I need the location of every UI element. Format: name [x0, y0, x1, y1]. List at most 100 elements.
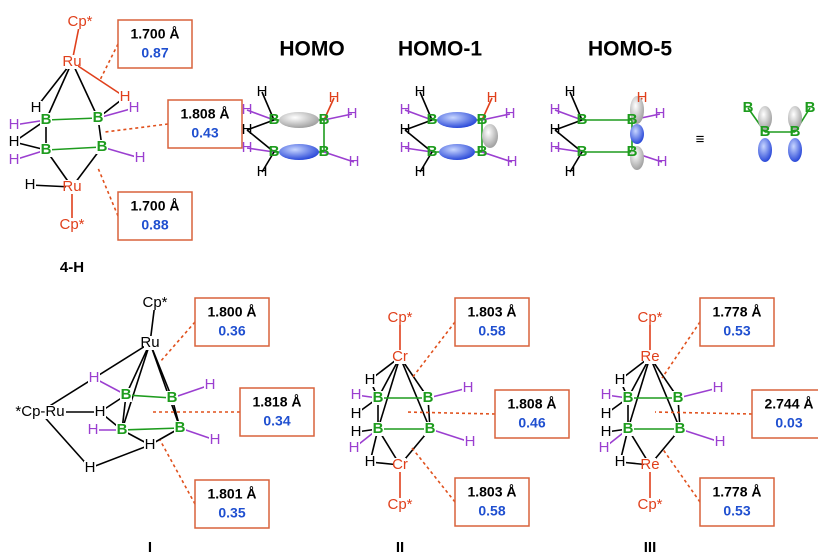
atom-label: H	[550, 121, 561, 138]
atom-label: H	[135, 149, 146, 166]
dashed-connector	[661, 447, 701, 503]
atom-label: H	[400, 101, 411, 118]
atom-label: H	[601, 405, 612, 422]
bond	[399, 356, 431, 430]
atom-label: H	[487, 89, 498, 106]
atom-label: Cp*	[387, 309, 412, 326]
atom-bg	[209, 433, 221, 447]
atom-bg	[30, 101, 42, 115]
bond	[71, 61, 126, 98]
bond	[246, 129, 275, 153]
bond	[569, 151, 583, 173]
bond	[429, 428, 471, 443]
atom-label: B	[427, 111, 438, 128]
atom-label: H	[95, 403, 106, 420]
bond-distance: 1.778 Å	[712, 484, 761, 500]
orbital-title: HOMO	[279, 38, 344, 61]
orbital-lobe	[758, 106, 772, 130]
bond-box	[454, 477, 530, 527]
bond	[323, 97, 335, 121]
atom-bg	[674, 422, 686, 436]
atom-label: H	[242, 101, 253, 118]
bond-box	[751, 389, 818, 439]
atom-bg	[714, 435, 726, 449]
atom-bg	[372, 391, 384, 405]
atom-label: H	[25, 176, 36, 193]
orbital-lobe	[482, 124, 498, 148]
bond-box	[194, 297, 270, 347]
bond-index: 0.35	[218, 505, 245, 521]
bond	[45, 61, 73, 121]
bond-box	[494, 389, 570, 439]
bond-index: 0.03	[775, 415, 802, 431]
atom-bg	[174, 421, 186, 435]
atom-bg	[40, 143, 52, 157]
atom-label: B	[269, 111, 280, 128]
atom-bg	[348, 441, 360, 455]
atom-label: B	[577, 143, 588, 160]
atom-bg	[134, 151, 146, 165]
bond-index: 0.46	[518, 415, 545, 431]
orbital-lobe	[630, 146, 644, 170]
atom-label: H	[347, 105, 358, 122]
atom-label: Ru	[62, 178, 81, 195]
bond-distance: 1.803 Å	[467, 484, 516, 500]
atom-label: H	[257, 83, 268, 100]
atom-label: Cp*	[67, 13, 92, 30]
bond	[427, 387, 469, 399]
atom-bg	[644, 498, 656, 512]
atom-label: B	[121, 386, 132, 403]
atom-label: B	[373, 389, 384, 406]
bond	[649, 356, 681, 430]
atom-label: H	[415, 163, 426, 180]
dashed-connector	[104, 123, 169, 133]
bond	[89, 444, 151, 469]
bond-distance: 1.808 Å	[180, 106, 229, 122]
atom-bg	[394, 350, 406, 364]
atom-label: H	[205, 376, 216, 393]
atom-label: H	[505, 105, 516, 122]
atom-label: H	[242, 139, 253, 156]
atom-label: B	[41, 141, 52, 158]
atom-label: B	[477, 143, 488, 160]
bond	[121, 427, 181, 431]
atom-bg	[66, 55, 78, 69]
atom-bg	[614, 373, 626, 387]
atom-label: B	[673, 389, 684, 406]
bond-box	[239, 387, 315, 437]
atom-label: H	[351, 423, 362, 440]
atom-label: B	[269, 143, 280, 160]
bond	[481, 97, 493, 121]
atom-bg	[394, 498, 406, 512]
orbital-lobe	[758, 138, 772, 162]
bond-distance: 1.801 Å	[207, 486, 256, 502]
atom-label: H	[599, 439, 610, 456]
atom-label: B	[743, 99, 754, 116]
atom-label: H	[257, 163, 268, 180]
bond	[149, 342, 181, 429]
atom-label: H	[351, 386, 362, 403]
atom-label: H	[655, 105, 666, 122]
bond	[125, 342, 151, 396]
atom-bg	[84, 461, 96, 475]
atom-label: H	[329, 89, 340, 106]
atom-label: Cp*	[59, 216, 84, 233]
dashed-connector	[159, 321, 196, 363]
bond-index: 0.87	[141, 45, 168, 61]
bond-index: 0.53	[723, 503, 750, 519]
atom-label: Cp*	[637, 309, 662, 326]
bond	[554, 147, 583, 153]
bond-index: 0.53	[723, 323, 750, 339]
atom-bg	[464, 435, 476, 449]
bond	[101, 146, 141, 159]
bond	[677, 387, 719, 399]
atom-label: H	[615, 453, 626, 470]
bond	[554, 129, 583, 153]
atom-label: Cp*	[637, 496, 662, 513]
bond	[404, 147, 433, 153]
atom-label: Cr	[392, 348, 408, 365]
atom-bg	[644, 350, 656, 364]
atom-bg	[462, 381, 474, 395]
bond-distance: 1.803 Å	[467, 304, 516, 320]
